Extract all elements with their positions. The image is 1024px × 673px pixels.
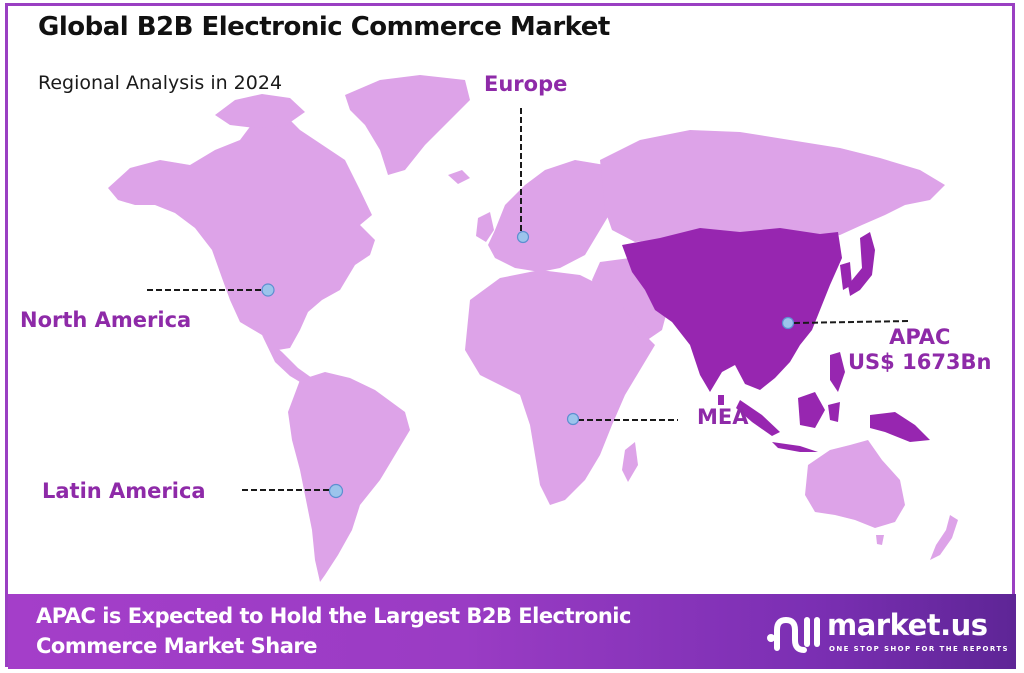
uk-shape (476, 212, 494, 242)
page-subtitle: Regional Analysis in 2024 (38, 72, 283, 94)
marker-latin-america (328, 483, 344, 499)
map-base-land (108, 75, 958, 582)
australia-shape (805, 440, 905, 528)
banner-line-1: APAC is Expected to Hold the Largest B2B… (36, 604, 631, 628)
japan-shape (848, 232, 875, 296)
arctic-islands-shape (215, 94, 305, 128)
russia-shape (600, 130, 945, 242)
europe-shape (488, 160, 620, 272)
madagascar-shape (622, 442, 638, 482)
south-america-shape (288, 372, 410, 582)
sulawesi-shape (828, 402, 840, 422)
label-latin-america: Latin America (42, 479, 206, 503)
marker-apac (781, 316, 795, 330)
marker-europe (516, 230, 530, 244)
label-north-america: North America (20, 308, 192, 332)
region-markers (261, 230, 795, 499)
label-europe: Europe (484, 72, 568, 96)
philippines-shape (830, 352, 845, 392)
logo-tagline: ONE STOP SHOP FOR THE REPORTS (829, 645, 1009, 653)
banner-line-2: Commerce Market Share (36, 633, 317, 658)
page-title: Global B2B Electronic Commerce Market (38, 12, 610, 42)
marker-mea (566, 412, 580, 426)
label-mea: MEA (697, 405, 749, 429)
new-zealand-shape (930, 515, 958, 560)
africa-shape (465, 270, 655, 505)
sumatra-shape (736, 400, 780, 436)
korea-shape (840, 262, 852, 290)
apac-mainland-shape (622, 228, 842, 392)
greenland-shape (345, 75, 470, 175)
java-shape (772, 442, 818, 452)
tasmania-shape (876, 535, 884, 545)
label-apac: APAC US$ 1673Bn (848, 325, 992, 375)
leader-lines (147, 108, 911, 491)
market-us-logo-icon (767, 616, 820, 653)
market-us-logo: market.us ONE STOP SHOP FOR THE REPORTS (765, 608, 1008, 658)
borneo-shape (798, 392, 825, 428)
marker-north-america (261, 283, 275, 297)
label-apac-name: APAC (889, 325, 951, 349)
new-guinea-shape (870, 412, 930, 442)
leader-line-apac (793, 320, 911, 324)
footer-banner: APAC is Expected to Hold the Largest B2B… (8, 594, 1016, 669)
map-apac-highlight (622, 228, 930, 452)
sri-lanka-shape (718, 395, 724, 405)
logo-wordmark: market.us (827, 608, 988, 642)
north-america-shape (108, 110, 375, 350)
label-apac-value: US$ 1673Bn (848, 350, 992, 375)
iceland-shape (448, 170, 470, 184)
banner-message: APAC is Expected to Hold the Largest B2B… (36, 602, 631, 662)
